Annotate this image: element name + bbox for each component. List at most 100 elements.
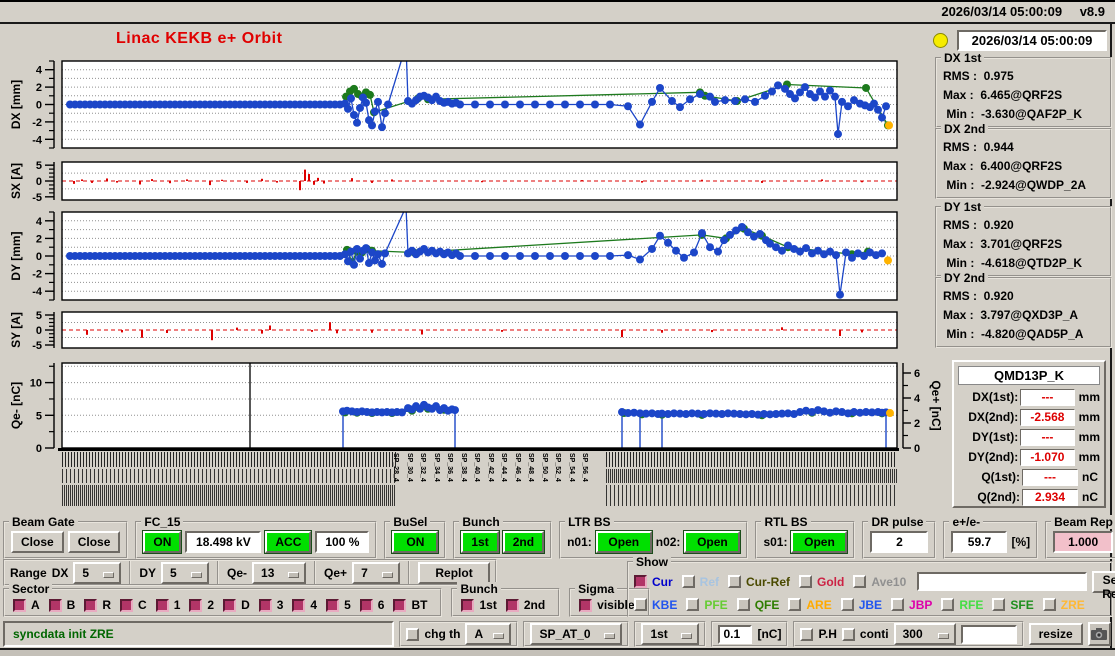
sigma-checkbox[interactable] bbox=[579, 598, 593, 612]
stats-rms: RMS : 0.920 bbox=[943, 218, 1014, 232]
navg-dropdown[interactable]: 300 bbox=[893, 623, 956, 645]
conti-checkbox[interactable] bbox=[841, 627, 855, 641]
replot-button[interactable]: Replot bbox=[418, 561, 491, 584]
range-dy-dropdown[interactable]: 5 bbox=[161, 561, 210, 584]
ltr-n01-open-button[interactable]: Open bbox=[595, 531, 652, 553]
sector-checkbox[interactable] bbox=[292, 598, 306, 612]
show-checkbox[interactable] bbox=[686, 598, 700, 611]
ltr-n02-open-button[interactable]: Open bbox=[684, 531, 741, 553]
sector-checkbox[interactable] bbox=[326, 598, 340, 612]
show-checkbox[interactable] bbox=[788, 598, 802, 611]
range-dx-dropdown[interactable]: 5 bbox=[73, 561, 122, 584]
svg-text:5: 5 bbox=[36, 310, 42, 322]
divider bbox=[0, 22, 1115, 24]
ph-checkbox[interactable] bbox=[800, 627, 814, 641]
ref-name-input[interactable] bbox=[917, 572, 1088, 591]
sector-checkbox[interactable] bbox=[155, 598, 169, 612]
chg-th-checkbox[interactable] bbox=[406, 627, 420, 641]
stats-min: Min : -4.618@QTD2P_K bbox=[943, 256, 1083, 270]
status-bar: syncdata init ZRE chg th A SP_AT_0 1st [… bbox=[3, 621, 1111, 647]
chart-sy: 5 0 -5 SY [A] bbox=[9, 310, 898, 352]
ltr-n01-label: n01: bbox=[567, 535, 592, 549]
bpm-row-label: DY(1st): bbox=[972, 430, 1019, 444]
sector-checkbox[interactable] bbox=[223, 598, 237, 612]
bpm-row-label: Q(2nd): bbox=[977, 490, 1020, 504]
range-qem-value: 13 bbox=[261, 565, 275, 580]
show-checkbox[interactable] bbox=[840, 598, 854, 611]
range-dy-label: DY bbox=[139, 565, 157, 580]
show-item: Ref bbox=[681, 575, 719, 589]
bunch-sel-dropdown[interactable]: 1st bbox=[641, 623, 700, 645]
range-qem-dropdown[interactable]: 13 bbox=[252, 561, 307, 584]
sector-checkbox[interactable] bbox=[189, 598, 203, 612]
show-row-2: KBE PFE QFE ARE JBE JBP RFE SFE ZRE bbox=[634, 593, 1106, 616]
sector-checkbox[interactable] bbox=[13, 598, 26, 612]
threshold-input[interactable] bbox=[718, 624, 753, 644]
sector-checkbox[interactable] bbox=[84, 598, 98, 612]
show-checkbox[interactable] bbox=[799, 575, 813, 588]
show-checkbox[interactable] bbox=[736, 598, 750, 611]
bunch-checkbox[interactable] bbox=[461, 598, 475, 612]
sector-checkbox[interactable] bbox=[120, 598, 134, 612]
header-version: v8.9 bbox=[1079, 4, 1105, 19]
sector-checkbox[interactable] bbox=[48, 598, 62, 612]
beam-gate-close-button-2[interactable]: Close bbox=[67, 531, 121, 553]
resize-button[interactable]: resize bbox=[1028, 623, 1083, 645]
sector-items: A B R C 1 2 D 3 4 5 6 BT bbox=[13, 598, 436, 612]
fc15-on-button[interactable]: ON bbox=[143, 531, 182, 553]
screenshot-button[interactable] bbox=[1087, 622, 1111, 646]
show-checkbox[interactable] bbox=[891, 598, 905, 611]
divider bbox=[314, 561, 317, 584]
bpm-row: DX(2nd): -2.568 mm bbox=[958, 407, 1100, 427]
bpm-name-texture bbox=[606, 485, 897, 506]
fc15-acc-button[interactable]: ACC bbox=[265, 531, 312, 553]
bpm-row-unit: mm bbox=[1078, 390, 1100, 404]
show-checkbox[interactable] bbox=[681, 575, 695, 588]
group-title: FC_15 bbox=[141, 515, 184, 529]
divider bbox=[217, 561, 220, 584]
window-header: 2026/03/14 05:00:09 v8.9 bbox=[0, 0, 1115, 22]
show-checkbox[interactable] bbox=[728, 575, 742, 588]
th-dropdown[interactable]: A bbox=[465, 623, 512, 645]
bunch-checkbox[interactable] bbox=[505, 598, 519, 612]
show-checkbox[interactable] bbox=[1042, 598, 1056, 611]
sector-item: 1 bbox=[155, 598, 181, 612]
sector-checkbox[interactable] bbox=[393, 598, 407, 612]
rtl-s01-open-button[interactable]: Open bbox=[791, 531, 848, 553]
bpm-name-field: QMD13P_K bbox=[958, 366, 1100, 385]
bpm-name-texture bbox=[62, 469, 396, 483]
svg-text:-5: -5 bbox=[32, 340, 42, 352]
divider bbox=[129, 561, 132, 584]
bpm-row-label: DX(2nd): bbox=[968, 410, 1019, 424]
sector-label: BT bbox=[411, 598, 428, 612]
show-checkbox[interactable] bbox=[992, 598, 1006, 611]
sector-item: C bbox=[120, 598, 147, 612]
chart-q: 10 5 0 Qe- [nC] 6 4 2 0 Qe+ [nC] bbox=[9, 362, 943, 455]
fc15-duty-field: 100 % bbox=[315, 531, 370, 553]
bunch-1st-button[interactable]: 1st bbox=[461, 531, 499, 553]
sp-dropdown[interactable]: SP_AT_0 bbox=[530, 623, 623, 645]
group-fc15: FC_15 ON 18.498 kV ACC 100 % bbox=[135, 515, 378, 559]
sector-label: D bbox=[241, 598, 250, 612]
sector-item: BT bbox=[393, 598, 427, 612]
beam-gate-close-button-1[interactable]: Close bbox=[11, 531, 64, 553]
extra-input[interactable] bbox=[960, 624, 1017, 644]
sector-checkbox[interactable] bbox=[359, 598, 373, 612]
control-row-sector: Sector A B R C 1 2 D 3 4 5 6 BT Bunch 1st 2nd Sigma … bbox=[3, 582, 650, 617]
sector-label: 1 bbox=[173, 598, 181, 612]
dropdown-indicator-icon bbox=[604, 633, 616, 639]
bunch-2nd-button[interactable]: 2nd bbox=[502, 531, 545, 553]
show-checkbox[interactable] bbox=[634, 598, 647, 611]
show-checkbox[interactable] bbox=[634, 575, 647, 588]
show-toggles-1: Cur Ref Cur-Ref Gold Ave10 bbox=[634, 575, 915, 589]
sector-checkbox[interactable] bbox=[258, 598, 272, 612]
set-ref-button[interactable]: Set Ref bbox=[1092, 570, 1115, 601]
group-title: Sector bbox=[9, 582, 53, 596]
busel-on-button[interactable]: ON bbox=[392, 531, 439, 553]
sector-item: R bbox=[84, 598, 111, 612]
show-checkbox[interactable] bbox=[853, 575, 867, 588]
show-checkbox[interactable] bbox=[941, 598, 955, 611]
dropdown-indicator-icon bbox=[288, 571, 300, 578]
range-qep-dropdown[interactable]: 7 bbox=[352, 561, 401, 584]
sector-item: B bbox=[48, 598, 75, 612]
